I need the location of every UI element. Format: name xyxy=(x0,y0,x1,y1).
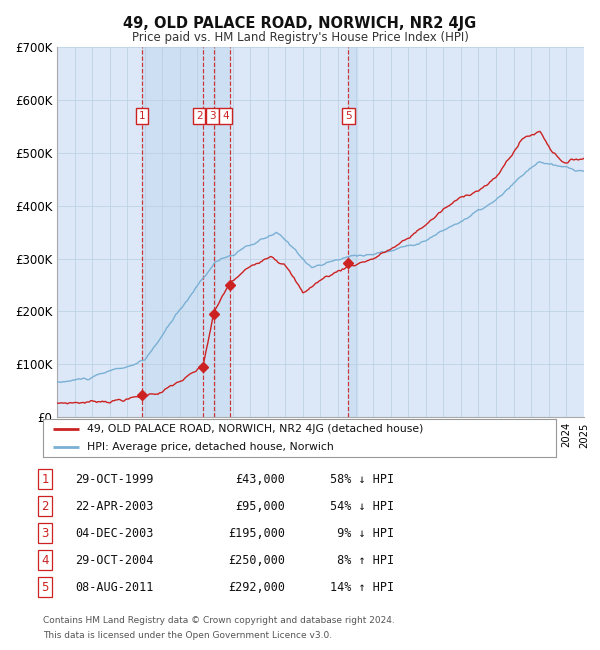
Text: Contains HM Land Registry data © Crown copyright and database right 2024.: Contains HM Land Registry data © Crown c… xyxy=(43,616,395,625)
Text: 22-APR-2003: 22-APR-2003 xyxy=(75,500,154,513)
Bar xyxy=(142,47,230,417)
Text: 5: 5 xyxy=(345,111,352,121)
Text: 2: 2 xyxy=(41,500,49,513)
Text: 1: 1 xyxy=(41,473,49,486)
Text: 54% ↓ HPI: 54% ↓ HPI xyxy=(330,500,394,513)
Text: 5: 5 xyxy=(41,580,49,593)
Text: 58% ↓ HPI: 58% ↓ HPI xyxy=(330,473,394,486)
Text: 9% ↓ HPI: 9% ↓ HPI xyxy=(330,526,394,539)
Text: This data is licensed under the Open Government Licence v3.0.: This data is licensed under the Open Gov… xyxy=(43,630,332,640)
Text: 3: 3 xyxy=(41,526,49,539)
Text: £292,000: £292,000 xyxy=(228,580,285,593)
Bar xyxy=(349,47,357,417)
Text: 2: 2 xyxy=(196,111,203,121)
Text: £43,000: £43,000 xyxy=(235,473,285,486)
Text: 1: 1 xyxy=(139,111,145,121)
Text: £250,000: £250,000 xyxy=(228,554,285,567)
Text: 3: 3 xyxy=(209,111,216,121)
Text: HPI: Average price, detached house, Norwich: HPI: Average price, detached house, Norw… xyxy=(87,442,334,452)
Text: Price paid vs. HM Land Registry's House Price Index (HPI): Price paid vs. HM Land Registry's House … xyxy=(131,31,469,44)
Text: 04-DEC-2003: 04-DEC-2003 xyxy=(75,526,154,539)
Text: 08-AUG-2011: 08-AUG-2011 xyxy=(75,580,154,593)
Text: £195,000: £195,000 xyxy=(228,526,285,539)
Text: 14% ↑ HPI: 14% ↑ HPI xyxy=(330,580,394,593)
Text: 29-OCT-2004: 29-OCT-2004 xyxy=(75,554,154,567)
Text: 4: 4 xyxy=(41,554,49,567)
Text: £95,000: £95,000 xyxy=(235,500,285,513)
Text: 49, OLD PALACE ROAD, NORWICH, NR2 4JG (detached house): 49, OLD PALACE ROAD, NORWICH, NR2 4JG (d… xyxy=(87,424,423,434)
Text: 49, OLD PALACE ROAD, NORWICH, NR2 4JG: 49, OLD PALACE ROAD, NORWICH, NR2 4JG xyxy=(124,16,476,31)
Text: 4: 4 xyxy=(222,111,229,121)
Text: 8% ↑ HPI: 8% ↑ HPI xyxy=(330,554,394,567)
Text: 29-OCT-1999: 29-OCT-1999 xyxy=(75,473,154,486)
